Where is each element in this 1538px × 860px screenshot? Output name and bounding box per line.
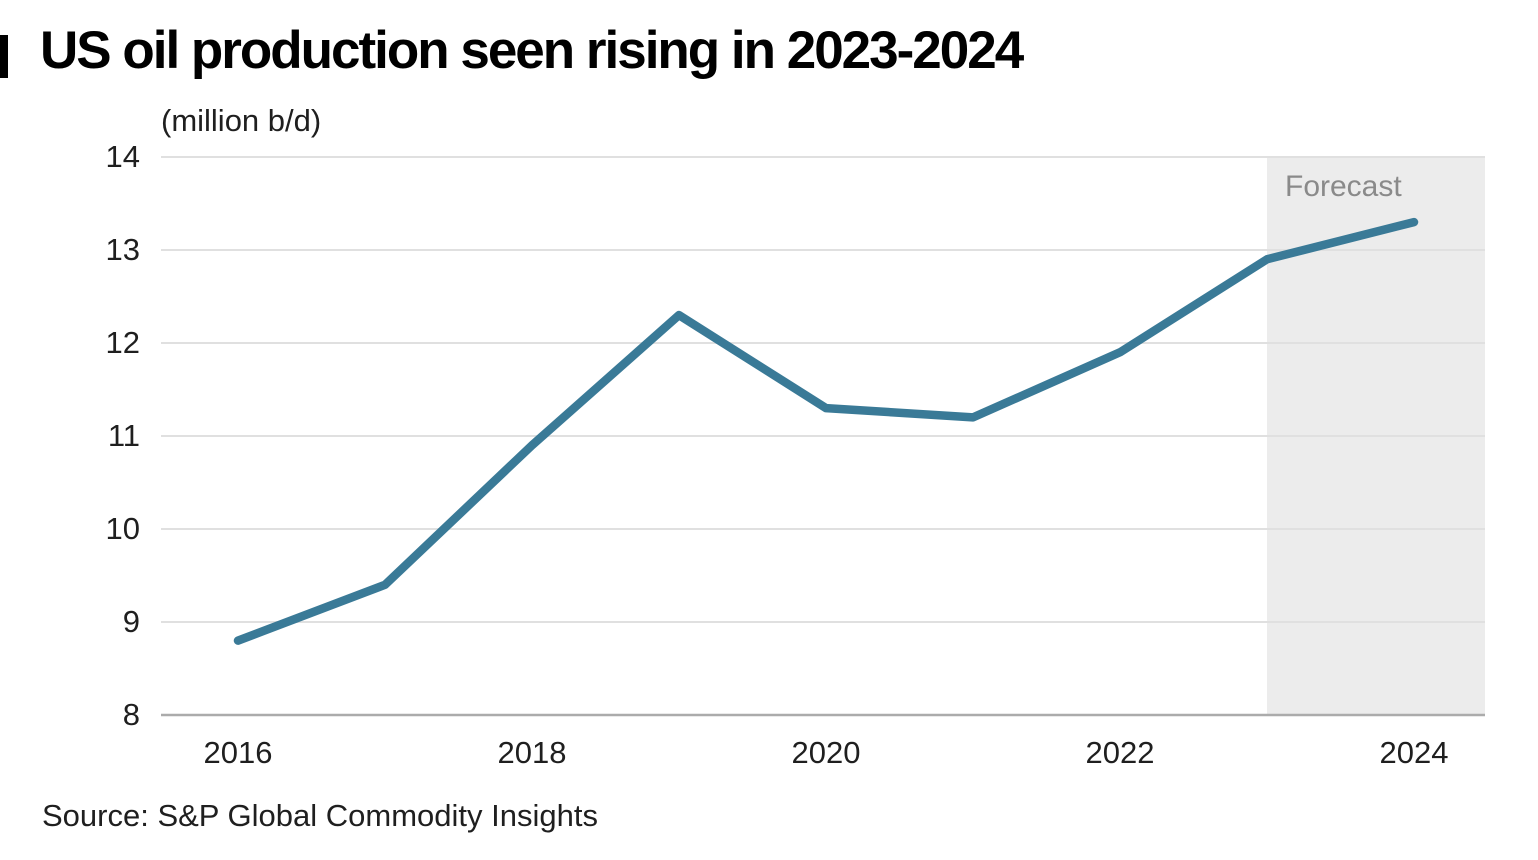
y-tick-label: 13 — [105, 232, 140, 267]
x-tick-label: 2018 — [497, 735, 567, 770]
unit-label: (million b/d) — [161, 103, 322, 138]
x-tick-label: 2024 — [1379, 735, 1449, 770]
x-tick-label: 2020 — [791, 735, 861, 770]
chart-title: US oil production seen rising in 2023-20… — [40, 21, 1024, 80]
x-tick-label: 2016 — [203, 735, 273, 770]
y-tick-label: 8 — [122, 697, 140, 732]
source-note: Source: S&P Global Commodity Insights — [42, 798, 598, 833]
y-tick-label: 14 — [105, 139, 140, 174]
y-tick-label: 9 — [122, 604, 140, 639]
y-tick-label: 10 — [105, 511, 140, 546]
y-tick-label: 11 — [107, 418, 140, 453]
left-edge-mark — [0, 35, 8, 78]
y-tick-label: 12 — [105, 325, 140, 360]
forecast-label: Forecast — [1285, 170, 1402, 203]
x-tick-label: 2022 — [1085, 735, 1155, 770]
